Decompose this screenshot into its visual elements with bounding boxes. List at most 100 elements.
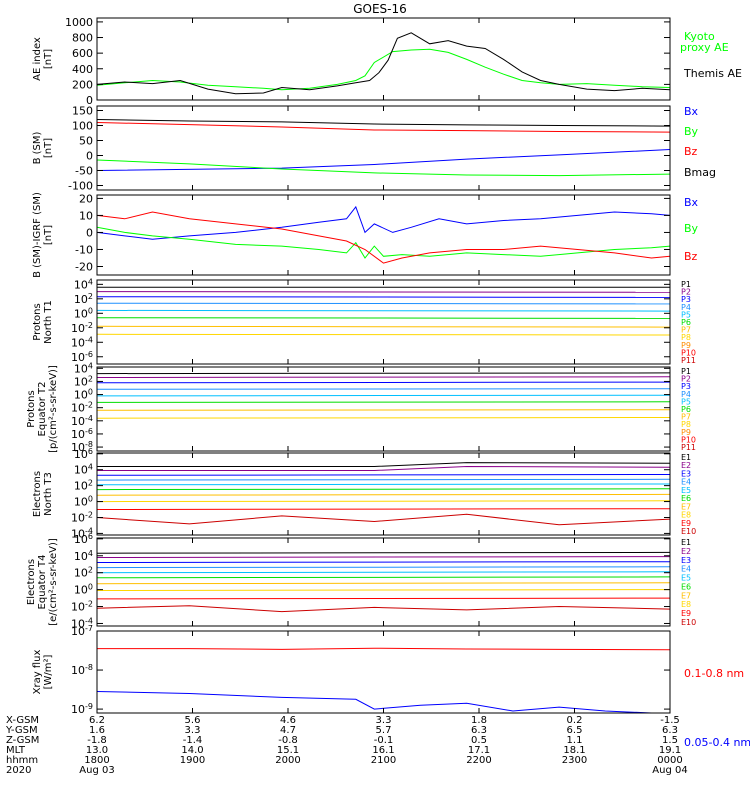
- legend-label: Bz: [684, 145, 698, 158]
- legend-label: E5: [681, 574, 691, 583]
- legend-label: E5: [681, 486, 691, 495]
- legend-label: P8: [681, 333, 691, 342]
- y-tick-label: -10: [75, 243, 93, 256]
- legend-label: P4: [681, 390, 691, 399]
- legend-label: P9: [681, 428, 691, 437]
- y-tick-label: -20: [75, 260, 93, 273]
- footer-cell: 17.1: [468, 745, 490, 756]
- series-line-protons_north-p3: [96, 296, 671, 298]
- series-line-electrons_equator-e5: [96, 571, 671, 574]
- y-axis-label: [W/m²]: [43, 654, 54, 689]
- footer-cell: 15.1: [277, 745, 299, 756]
- legend-label: P2: [681, 288, 691, 297]
- legend-label: P10: [681, 435, 696, 444]
- footer-cell: 1.5: [662, 735, 678, 746]
- series-line-electrons_equator-e6: [96, 576, 671, 579]
- y-tick-label: -100: [68, 180, 93, 193]
- legend-label: P7: [681, 326, 691, 335]
- panel-frame: [96, 366, 671, 452]
- series-line-electrons_north-e10: [96, 513, 671, 526]
- footer-cell: 6.3: [471, 725, 487, 736]
- footer-cell: 6.3: [662, 725, 678, 736]
- legend-label: E8: [681, 511, 691, 520]
- series-line-electrons_north-e9: [96, 508, 671, 510]
- legend-label: E1: [681, 453, 691, 462]
- legend-label: P6: [681, 318, 691, 327]
- legend-label: E6: [681, 582, 691, 591]
- legend-label: By: [684, 222, 699, 235]
- footer-cell: 1.1: [567, 735, 583, 746]
- legend-label: P1: [681, 280, 691, 289]
- footer-cell: 3.3: [376, 715, 392, 726]
- series-line-bigrf-bz: [96, 211, 671, 264]
- footer-cell: Aug 03: [79, 765, 114, 776]
- y-tick-label: 100: [72, 120, 93, 133]
- y-tick-label: 800: [72, 32, 93, 45]
- footer-cell: 1900: [180, 755, 205, 766]
- legend-label: P3: [681, 295, 691, 304]
- legend-label: E3: [681, 556, 691, 565]
- series-line-electrons_equator-e3: [96, 561, 671, 563]
- panel-frame: [96, 105, 671, 191]
- legend-label: P4: [681, 303, 691, 312]
- series-line-electrons_north-e4: [96, 478, 671, 481]
- footer-cell: 1800: [84, 755, 109, 766]
- footer-cell: 2200: [466, 755, 491, 766]
- y-tick-label: 100: [74, 495, 93, 509]
- panel-bigrf: 20 10 0 -10 -20 B (SM)-IGRF (SM) [nT] Bx By Bz: [32, 192, 699, 278]
- legend-label: E10: [681, 527, 696, 536]
- y-tick-label: 102: [74, 292, 93, 306]
- footer-row-label: Y-GSM: [5, 725, 38, 736]
- footer-cell: 13.0: [86, 745, 108, 756]
- y-tick-label: 0: [86, 94, 93, 107]
- y-tick-label: 50: [79, 135, 93, 148]
- y-tick-label: 10-6: [71, 427, 93, 441]
- series-line-ae-themis-ae: [96, 32, 671, 95]
- series-line-ae-kyoto-proxy-ae: [96, 48, 671, 91]
- legend-label: P5: [681, 397, 691, 406]
- y-axis-label: [e/(cm²-s-sr-keV)]: [48, 538, 59, 626]
- legend-label: E9: [681, 609, 691, 618]
- y-tick-label: 10-2: [71, 321, 93, 335]
- series-line-electrons_north-e2: [97, 465, 671, 471]
- footer-cell: 14.0: [181, 745, 203, 756]
- y-tick-label: 100: [74, 388, 93, 402]
- series-line-protons_equator-p8: [96, 417, 671, 419]
- series-line-bsm-bz: [96, 122, 671, 133]
- legend-label: P8: [681, 420, 691, 429]
- y-tick-label: 102: [74, 566, 93, 580]
- y-tick-label: 104: [74, 549, 93, 563]
- y-tick-label: 10-7: [71, 624, 93, 638]
- footer-cell: 4.7: [280, 725, 296, 736]
- legend-label: E2: [681, 547, 691, 556]
- legend-label: Kyoto: [684, 30, 715, 43]
- footer-cell: 1.8: [471, 715, 487, 726]
- y-axis-label: [nT]: [43, 138, 54, 158]
- footer-cell: -0.8: [278, 735, 298, 746]
- footer-cell: 2100: [371, 755, 396, 766]
- legend-label: P3: [681, 382, 691, 391]
- y-tick-label: 10-9: [71, 702, 93, 716]
- y-axis-label: Equator T4: [37, 555, 48, 610]
- series-line-electrons_north-e8: [96, 500, 671, 503]
- series-line-protons_equator-p7: [96, 409, 671, 411]
- y-tick-label: 10-4: [71, 335, 93, 349]
- series-line-xray-0-05-0-4-nm: [96, 691, 652, 714]
- legend-label: 0.1-0.8 nm: [684, 667, 744, 680]
- footer-cell: 1.6: [89, 725, 105, 736]
- y-tick-label: 102: [74, 479, 93, 493]
- series-line-protons_equator-p4: [96, 388, 671, 390]
- y-tick-label: 106: [74, 447, 93, 461]
- legend-label: P1: [681, 367, 691, 376]
- legend-label: Bx: [684, 105, 699, 118]
- legend-label: P11: [681, 443, 696, 452]
- y-axis-label: North T3: [43, 472, 54, 516]
- y-axis-label: Equator T2: [37, 382, 48, 437]
- series-line-bigrf-by: [96, 226, 671, 259]
- footer-cell: 6.5: [567, 725, 583, 736]
- legend-label: proxy AE: [680, 41, 729, 54]
- legend-label: 0.05-0.4 nm: [684, 736, 750, 749]
